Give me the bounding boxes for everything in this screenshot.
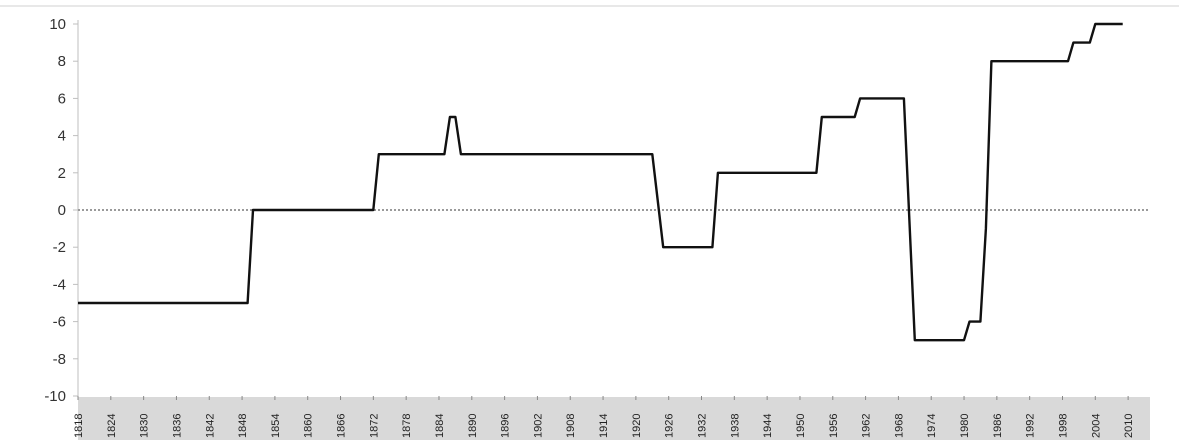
x-tick-label: 1986 [992,414,1004,438]
x-tick-label: 1926 [664,414,676,438]
series-line [78,22,1123,342]
x-tick-label: 1896 [500,414,512,438]
x-label-band [78,397,1150,440]
x-tick-label: 1992 [1025,414,1037,438]
x-tick-label: 1884 [434,414,446,438]
series-layer [77,22,1123,342]
x-tick-label: 1866 [336,414,348,438]
axes [0,5,1179,396]
x-tick-label: 1932 [697,414,709,438]
x-tick-label: 2004 [1090,414,1102,438]
x-tick-label: 1920 [631,414,643,438]
y-tick-label: 6 [58,90,66,107]
y-tick-label: -4 [53,276,66,293]
x-tick-label: 1848 [237,414,249,438]
x-tick-label: 1860 [303,414,315,438]
x-tick-label: 1818 [73,414,85,438]
y-axis-ticks: 10 8 6 4 2 0 -2 -4 -6 -8 -10 [44,16,78,405]
x-tick-label: 1968 [893,414,905,438]
x-tick-label: 1824 [106,414,118,438]
x-tick-label: 1980 [959,414,971,438]
x-tick-label: 2010 [1123,414,1135,438]
x-tick-label: 1962 [861,414,873,438]
y-tick-label: 4 [58,128,66,145]
x-tick-label: 1938 [729,414,741,438]
x-tick-label: 1956 [828,414,840,438]
y-tick-label: -8 [53,351,66,368]
x-tick-label: 1914 [598,414,610,438]
x-tick-label: 1908 [565,414,577,438]
y-tick-label: -6 [53,314,66,331]
x-tick-label: 1854 [270,414,282,438]
x-tick-label: 1878 [401,414,413,438]
x-tick-label: 1830 [139,414,151,438]
x-tick-label: 1944 [762,414,774,438]
y-tick-label: 10 [49,16,66,33]
x-label-band-fill [78,397,1150,440]
y-tick-label: -2 [53,239,66,256]
x-tick-label: 1836 [171,414,183,438]
y-tick-label: -10 [44,388,66,405]
y-tick-label: 8 [58,53,66,70]
x-tick-label: 1872 [368,414,380,438]
x-tick-label: 1998 [1057,414,1069,438]
x-tick-label: 1974 [926,414,938,438]
y-tick-label: 0 [58,202,66,219]
y-tick-label: 2 [58,165,66,182]
x-tick-label: 1890 [467,414,479,438]
x-tick-label: 1950 [795,414,807,438]
x-axis-ticks: 1818 1824 1830 1836 1842 1848 1854 1860 1866 1872… [73,396,1135,438]
x-tick-label: 1842 [204,414,216,438]
x-tick-label: 1902 [532,414,544,438]
